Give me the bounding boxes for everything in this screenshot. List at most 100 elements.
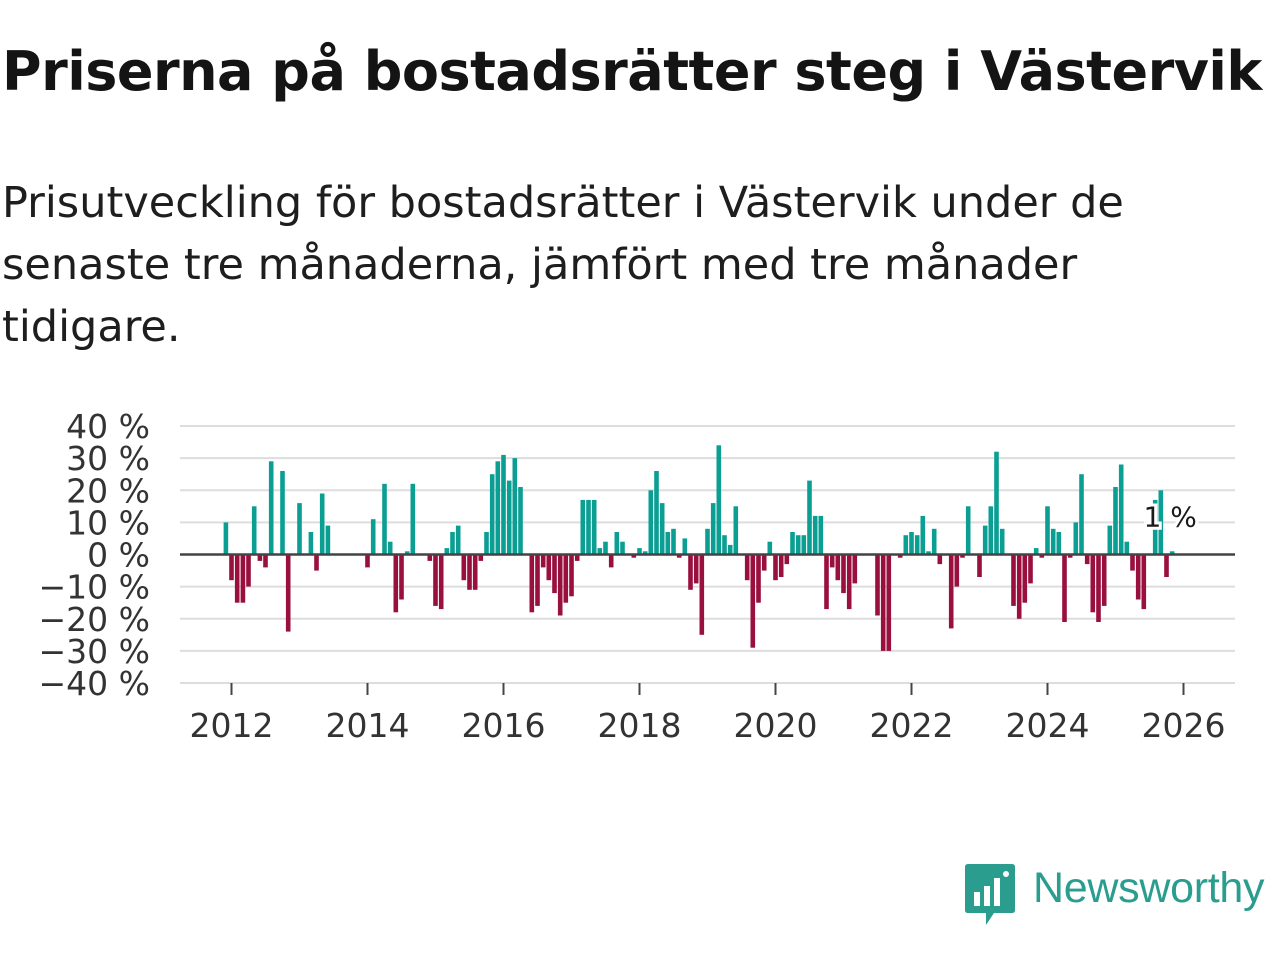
bar <box>399 554 404 600</box>
y-tick-label: 0 % <box>87 536 150 575</box>
bar <box>977 554 982 577</box>
bar <box>1062 554 1067 622</box>
bar <box>648 490 654 555</box>
bar <box>1079 474 1084 555</box>
y-axis-labels: 40 %30 %20 %10 %0 %−10 %−20 %−30 %−40 % <box>39 407 151 703</box>
bar-chart: 40 %30 %20 %10 %0 %−10 %−20 %−30 %−40 % … <box>39 407 1235 745</box>
bar <box>268 461 274 555</box>
y-tick-label: −30 % <box>39 632 151 671</box>
bar <box>914 535 920 555</box>
bar <box>314 554 319 571</box>
bar <box>1045 506 1050 555</box>
bar <box>1050 528 1056 555</box>
bar <box>234 554 240 603</box>
bar <box>665 532 671 555</box>
bar <box>795 535 801 555</box>
bar <box>257 554 263 561</box>
bar <box>829 554 835 568</box>
bar <box>478 554 484 561</box>
bar <box>535 554 540 606</box>
bar <box>642 551 648 555</box>
bar <box>1113 487 1118 555</box>
bar <box>518 487 523 555</box>
bar <box>807 480 812 555</box>
bar <box>886 554 892 651</box>
bar <box>263 554 268 568</box>
bar <box>597 548 603 555</box>
bar <box>897 554 903 558</box>
bar <box>994 451 999 555</box>
x-tick-label: 2026 <box>1142 706 1226 745</box>
bar <box>960 554 965 558</box>
x-tick-label: 2012 <box>190 706 274 745</box>
x-tick-label: 2020 <box>734 706 818 745</box>
bar <box>812 515 818 555</box>
bar <box>1096 554 1101 622</box>
bar <box>880 554 886 651</box>
bar <box>750 554 756 648</box>
bar <box>999 528 1005 555</box>
bar <box>705 528 710 555</box>
bar <box>982 525 988 555</box>
bar <box>444 548 450 555</box>
bar <box>965 506 971 555</box>
bars <box>223 445 1175 651</box>
bar <box>246 554 251 587</box>
y-tick-label: −40 % <box>39 664 151 703</box>
bar <box>586 499 591 555</box>
bar <box>433 554 438 606</box>
bar <box>733 506 739 555</box>
bar <box>404 551 410 555</box>
bar <box>1107 525 1113 555</box>
bar <box>784 554 790 565</box>
y-tick-label: 30 % <box>66 439 150 478</box>
bar <box>954 554 960 587</box>
bar <box>382 483 387 555</box>
bar <box>325 525 331 555</box>
bar <box>450 532 455 555</box>
bar <box>710 503 716 555</box>
last-value-label: 1 % <box>1144 500 1197 533</box>
bar <box>501 454 506 555</box>
bar <box>671 528 676 555</box>
bar <box>620 541 625 555</box>
bar <box>716 445 722 555</box>
bar <box>937 554 943 565</box>
chart-subtitle: Prisutveckling för bostadsrätter i Väste… <box>2 178 1124 352</box>
bar <box>948 554 954 629</box>
bar <box>637 548 642 555</box>
bar <box>931 528 937 555</box>
bar <box>1152 499 1158 555</box>
bar <box>1118 464 1124 555</box>
bar <box>370 519 376 555</box>
bar <box>773 554 778 581</box>
x-tick-label: 2024 <box>1006 706 1090 745</box>
bar <box>546 554 552 581</box>
brand-name: Newsworthy <box>1033 864 1265 912</box>
bar <box>756 554 761 603</box>
bar <box>744 554 750 581</box>
bar <box>852 554 858 584</box>
bar <box>875 554 880 616</box>
bar <box>767 541 773 555</box>
bar <box>835 554 841 581</box>
bar <box>297 503 302 555</box>
bar <box>563 554 569 603</box>
bar <box>387 541 393 555</box>
bar <box>540 554 546 568</box>
bar <box>1073 522 1079 555</box>
bar <box>1130 554 1135 571</box>
bar <box>319 493 325 555</box>
bar <box>988 506 994 555</box>
bar <box>251 506 257 555</box>
bar <box>926 551 931 555</box>
bar <box>722 535 727 555</box>
bar <box>1028 554 1033 584</box>
bar <box>654 471 659 555</box>
bar <box>455 525 461 555</box>
bar <box>285 554 291 632</box>
bar <box>676 554 682 558</box>
bar <box>308 532 314 555</box>
bar <box>574 554 580 561</box>
bar <box>467 554 472 590</box>
